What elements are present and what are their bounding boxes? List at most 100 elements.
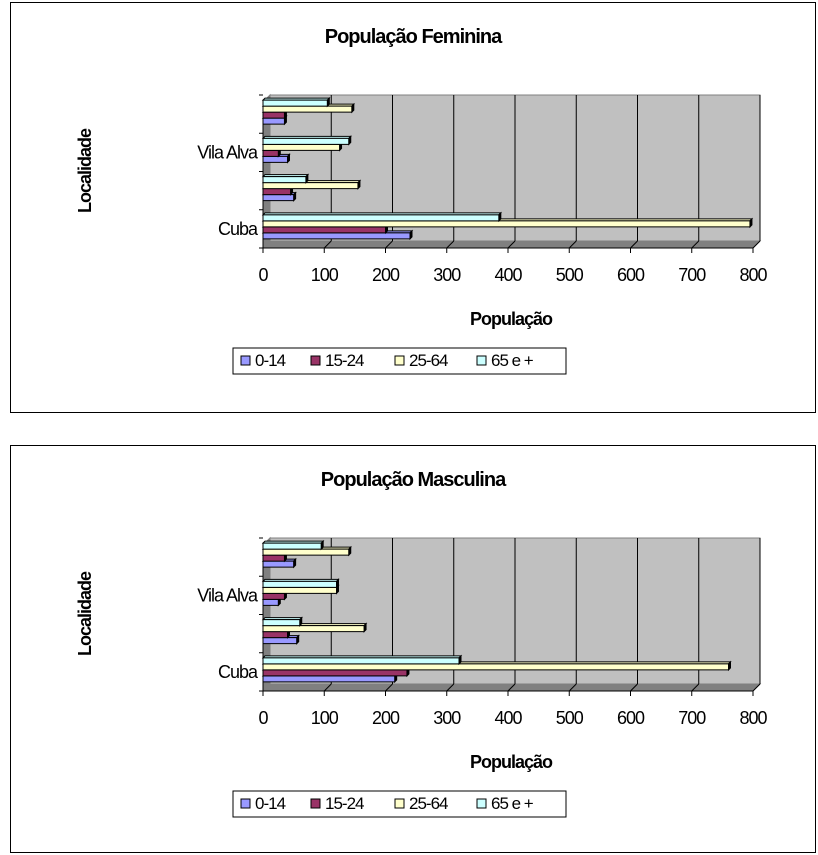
male-x-tick-label: 600 (617, 708, 645, 728)
female-x-tick-label: 500 (556, 265, 584, 285)
male-x-tick-label: 0 (258, 708, 268, 728)
male-bar-front (262, 548, 350, 556)
male-bar-front (262, 560, 295, 568)
female-x-tick-label: 200 (372, 265, 400, 285)
male-bar-front (262, 675, 396, 683)
female-legend-swatch (240, 355, 251, 366)
female-x-tick-label: 400 (494, 265, 522, 285)
female-bar-front (262, 143, 341, 151)
female-bar-front (262, 176, 307, 184)
male-gridline-floor (752, 683, 761, 692)
male-legend: 0-14 15-24 25-64 65 e + (232, 790, 567, 818)
male-legend-swatch (310, 798, 321, 809)
female-legend-label: 65 e + (491, 351, 534, 370)
female-bar-front (262, 149, 279, 157)
female-bar-front (262, 220, 751, 228)
male-bar-front (262, 580, 337, 588)
male-x-tick-label: 700 (678, 708, 706, 728)
female-gridline-floor (691, 240, 700, 249)
male-legend-swatch (394, 798, 405, 809)
male-bar-front (262, 669, 408, 677)
male-bar-front (262, 554, 285, 562)
male-bar-front (262, 631, 288, 639)
male-x-tick-label: 400 (494, 708, 522, 728)
female-x-axis-title: População (470, 309, 553, 329)
male-x-tick-label: 800 (739, 708, 767, 728)
male-gridline-floor (507, 683, 516, 692)
female-bar-front (262, 232, 411, 240)
female-bar-front (262, 99, 328, 107)
male-y-axis-title: Localidade (75, 571, 95, 656)
female-legend-swatch (394, 355, 405, 366)
male-x-tick-label: 300 (433, 708, 461, 728)
male-gridline-floor (630, 683, 638, 692)
male-y-tick-label: Vila Alva (197, 585, 259, 605)
female-gridline-floor (752, 240, 761, 249)
female-x-tick-label: 700 (678, 265, 706, 285)
female-x-tick-label: 300 (433, 265, 461, 285)
female-bar (261, 135, 352, 146)
female-bar-front (262, 155, 288, 163)
male-bar (261, 539, 325, 551)
male-bar (261, 654, 463, 666)
male-x-tick-label: 200 (372, 708, 400, 728)
female-chart-title: População Feminina (325, 26, 503, 48)
male-bar-front (262, 657, 460, 665)
female-x-tick-label: 800 (739, 265, 767, 285)
male-x-tick-label: 100 (311, 708, 339, 728)
male-gridline-floor (385, 683, 393, 692)
female-gridline-floor (323, 240, 332, 249)
female-population-chart: População Feminina Cuba Vila Alva 0 100 200 30… (10, 2, 816, 413)
male-bar (261, 616, 303, 627)
male-bar-front (262, 592, 285, 600)
male-gridline-floor (323, 683, 332, 692)
female-gridlines (323, 95, 761, 249)
female-y-tick-label: Cuba (218, 219, 259, 239)
male-population-chart: População Masculina Cuba Vila Alva 0 100 200 3… (10, 445, 816, 853)
female-x-tick-label: 0 (258, 265, 268, 285)
male-x-tick-label: 500 (556, 708, 584, 728)
female-x-tick-label: 600 (617, 265, 645, 285)
female-y-axis-title: Localidade (75, 128, 95, 213)
female-bar (261, 173, 310, 184)
male-bars (261, 539, 732, 684)
female-bar-front (262, 117, 285, 125)
male-bar-front (262, 586, 337, 594)
female-x-tick-label: 100 (311, 265, 339, 285)
female-legend-swatch (310, 355, 321, 366)
female-legend: 0-14 15-24 25-64 65 e + (232, 347, 567, 375)
male-bar-front (262, 598, 279, 606)
female-legend-label: 25-64 (409, 351, 448, 370)
female-bar (261, 211, 503, 223)
male-gridline-floor (446, 683, 455, 692)
male-population-chart-svg: População Masculina Cuba Vila Alva 0 100 200 3… (75, 469, 768, 818)
female-bar-front (262, 137, 350, 145)
female-bar-front (262, 194, 295, 202)
female-bar-front (262, 226, 386, 234)
female-bar-front (262, 182, 359, 190)
female-gridline-floor (446, 240, 455, 249)
male-gridlines (323, 538, 761, 692)
female-bar-front (262, 214, 500, 222)
female-legend-label: 0-14 (255, 351, 286, 370)
male-bar-front (262, 663, 729, 671)
male-bar-front (262, 542, 322, 550)
female-population-chart-svg: População Feminina Cuba Vila Alva 0 100 200 30… (75, 26, 768, 375)
male-chart-title: População Masculina (321, 469, 507, 491)
male-legend-swatch (240, 798, 251, 809)
male-legend-label: 0-14 (255, 794, 286, 813)
female-gridline-floor (568, 240, 577, 249)
male-bar-front (262, 637, 298, 645)
male-x-axis-title: População (470, 752, 553, 772)
female-y-tick-label: Vila Alva (197, 142, 259, 162)
male-legend-label: 25-64 (409, 794, 448, 813)
female-legend-swatch (476, 355, 487, 366)
male-gridline-floor (568, 683, 577, 692)
male-bar-front (262, 625, 365, 633)
female-bar-front (262, 105, 353, 113)
female-bar (261, 96, 331, 108)
male-y-tick-label: Cuba (218, 662, 259, 682)
male-gridline-floor (691, 683, 700, 692)
male-bar (261, 578, 340, 589)
female-gridline-floor (385, 240, 393, 249)
